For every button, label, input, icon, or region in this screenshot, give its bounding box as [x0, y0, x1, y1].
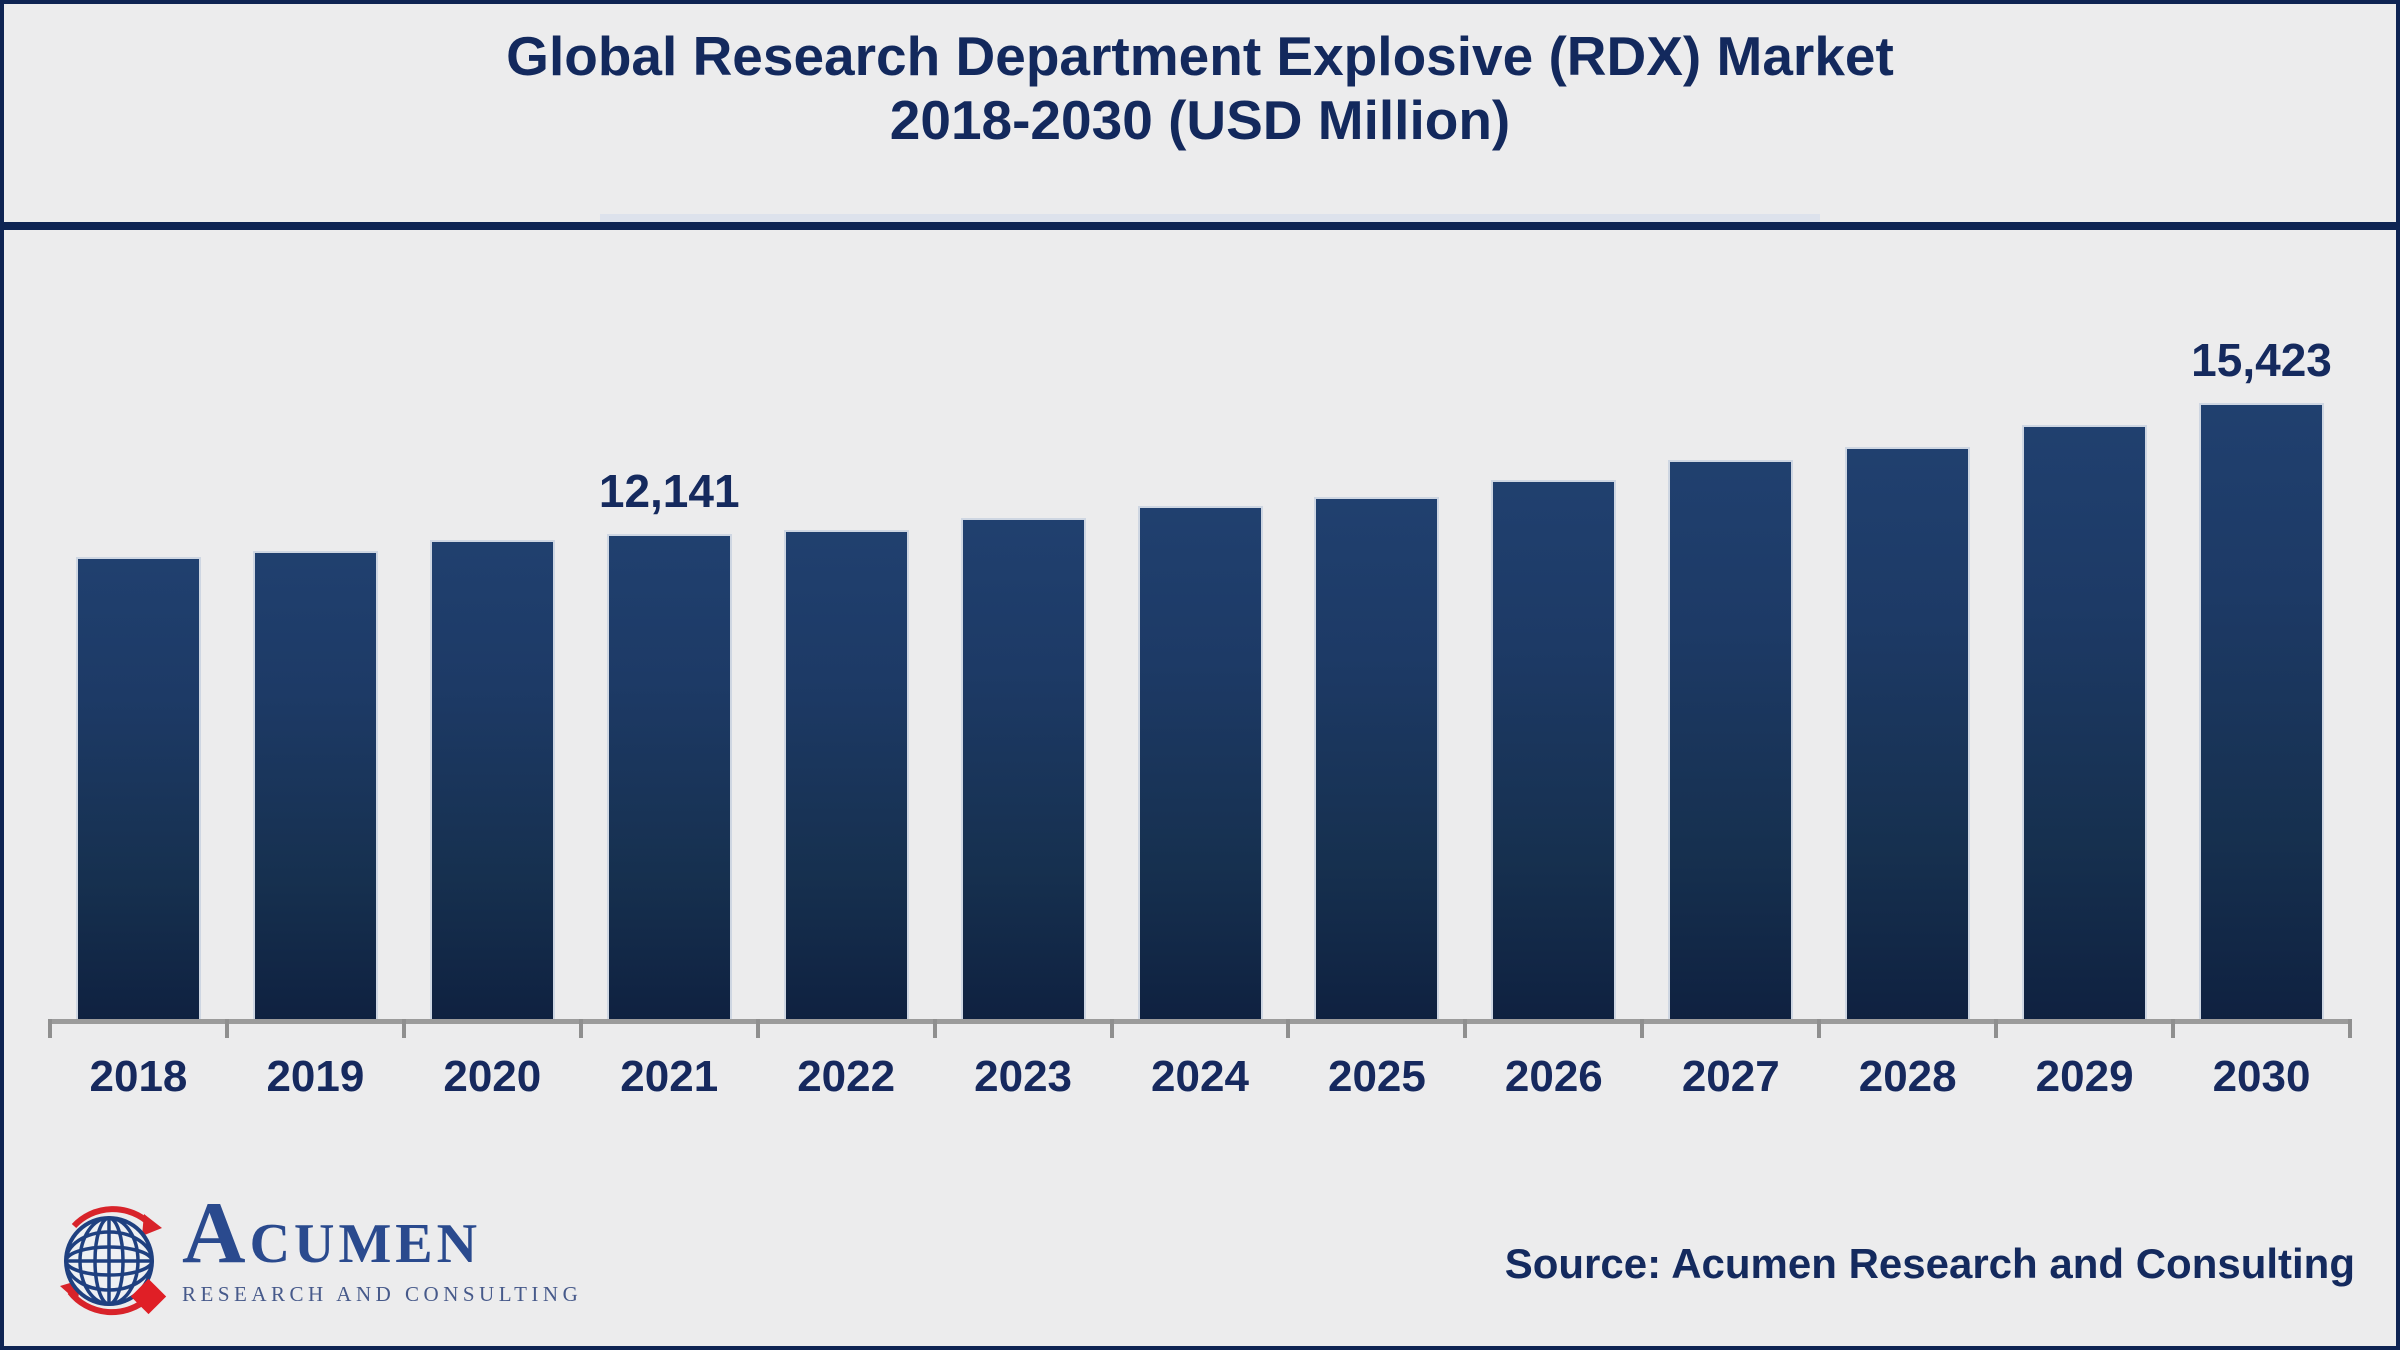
x-axis-label-2021: 2021 [620, 1052, 719, 1101]
logo-text: ACUMEN RESEARCH AND CONSULTING [182, 1185, 583, 1307]
x-axis-tick [2348, 1019, 2352, 1038]
bar-2028 [1847, 449, 1969, 1021]
x-axis-tick [578, 1019, 583, 1038]
bar-2030 [2201, 405, 2323, 1021]
bar-2020 [431, 542, 553, 1021]
title-separator-line [0, 222, 2400, 230]
value-label-2021: 12,141 [598, 465, 740, 517]
bar-2022 [785, 532, 907, 1021]
x-axis-label-2023: 2023 [974, 1052, 1073, 1101]
x-axis-tick [1286, 1019, 1291, 1038]
x-axis-label-2018: 2018 [89, 1052, 188, 1101]
x-axis-label-2030: 2030 [2212, 1052, 2311, 1101]
x-axis-label-2020: 2020 [443, 1052, 542, 1101]
bar-2018 [77, 559, 199, 1021]
x-axis-tick [1640, 1019, 1645, 1038]
bar-2025 [1316, 499, 1438, 1021]
x-axis-tick [401, 1019, 406, 1038]
x-axis-label-2019: 2019 [266, 1052, 365, 1101]
bar-2019 [254, 553, 376, 1021]
logo-tagline: RESEARCH AND CONSULTING [182, 1282, 583, 1306]
source-attribution: Source: Acumen Research and Consulting [1504, 1240, 2355, 1287]
page-title-line-1: Global Research Department Explosive (RD… [506, 25, 1894, 87]
x-axis-label-2029: 2029 [2035, 1052, 2134, 1101]
x-axis-tick [224, 1019, 229, 1038]
x-axis-tick [932, 1019, 937, 1038]
x-axis-tick [2171, 1019, 2176, 1038]
x-axis-tick [755, 1019, 760, 1038]
bar-2024 [1139, 508, 1261, 1021]
bar-2026 [1493, 482, 1615, 1021]
x-axis-tick [1109, 1019, 1114, 1038]
logo-name: ACUMEN [182, 1185, 482, 1282]
x-axis-label-2028: 2028 [1858, 1052, 1957, 1101]
x-axis-label-2022: 2022 [797, 1052, 896, 1101]
header: Global Research Department Explosive (RD… [0, 0, 2400, 222]
globe-icon [60, 1206, 167, 1316]
bar-2029 [2024, 427, 2146, 1021]
x-axis-line [48, 1019, 2352, 1024]
x-axis-label-2025: 2025 [1327, 1052, 1426, 1101]
title-separator-highlight [600, 214, 1820, 223]
bar-2023 [962, 520, 1084, 1021]
bar-2021 [608, 536, 730, 1021]
x-axis-label-2026: 2026 [1504, 1052, 1603, 1101]
page-title-line-2: 2018-2030 (USD Million) [889, 89, 1511, 151]
x-axis-tick [1994, 1019, 1999, 1038]
x-axis-label-2027: 2027 [1681, 1052, 1780, 1101]
x-axis-tick [48, 1019, 52, 1038]
value-label-2030: 15,423 [2191, 334, 2332, 386]
bar-2027 [1670, 462, 1792, 1021]
x-axis-tick [1463, 1019, 1468, 1038]
x-axis-tick [1817, 1019, 1822, 1038]
x-axis-label-2024: 2024 [1151, 1052, 1249, 1101]
